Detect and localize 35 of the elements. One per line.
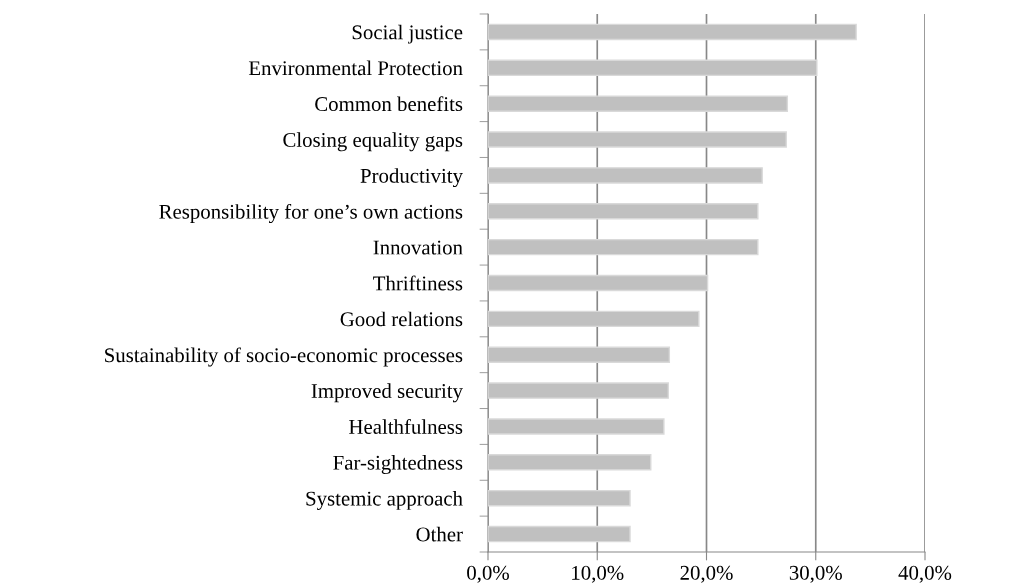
bar <box>488 238 759 256</box>
y-tick-label: Sustainability of socio-economic processes <box>105 347 463 367</box>
y-tick-label: Closing equality gaps <box>283 132 463 152</box>
y-tick-label: Thriftiness <box>373 275 463 291</box>
x-tick-label: 20,0% <box>680 565 733 583</box>
bar <box>488 382 669 399</box>
bar <box>488 454 652 471</box>
x-tick-label: 40,0% <box>898 565 952 583</box>
y-tick-label: Responsibility for one’s own actions <box>159 203 463 224</box>
y-tick-label: Far-sightedness <box>333 455 463 475</box>
x-tick-label: 0,0% <box>467 565 509 583</box>
y-tick-label: Productivity <box>360 168 463 188</box>
bar <box>488 274 709 292</box>
y-tick-label: Healthfulness <box>349 419 463 434</box>
x-tick-label: 10,0% <box>572 565 624 583</box>
bar <box>488 489 631 507</box>
y-tick-label: Environmental Protection <box>248 60 463 76</box>
y-tick-label: Social justice <box>352 24 463 44</box>
bar <box>488 131 787 148</box>
bar <box>488 59 818 77</box>
bar <box>488 23 857 41</box>
x-tick-label: 30,0% <box>789 565 842 583</box>
y-tick-label: Other <box>416 526 463 542</box>
bar <box>488 525 631 543</box>
bar <box>488 95 789 112</box>
y-tick-label: Common benefits <box>315 96 463 112</box>
y-tick-label: Improved security <box>311 383 463 403</box>
y-tick-label: Innovation <box>373 240 463 255</box>
bar <box>488 310 700 328</box>
y-tick-label: Good relations <box>340 311 463 327</box>
bar <box>488 346 671 363</box>
bar <box>488 203 759 220</box>
y-tick-label: Systemic approach <box>306 490 463 510</box>
bar <box>488 167 763 184</box>
bar <box>488 418 665 435</box>
